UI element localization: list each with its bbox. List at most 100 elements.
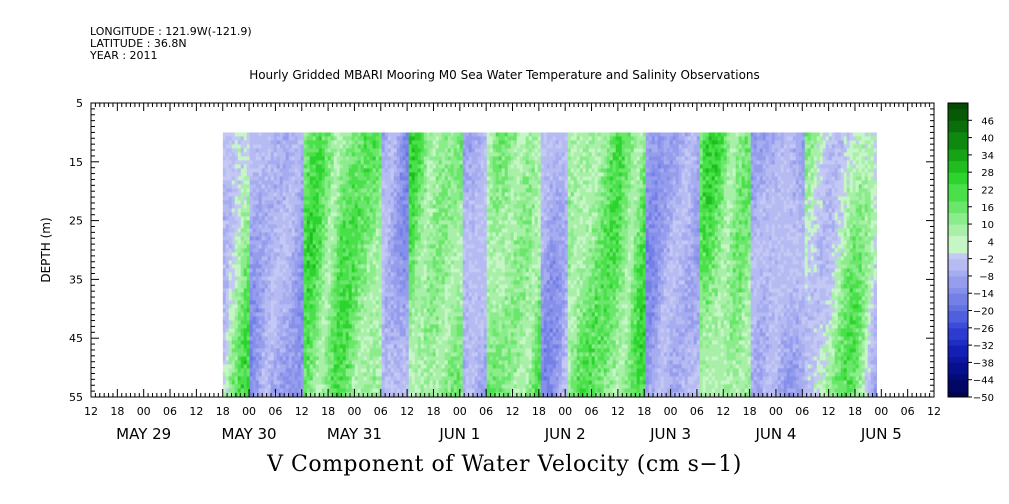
colorbar-bin xyxy=(948,212,968,219)
x-hour-label: 12 xyxy=(927,405,941,418)
colorbar-bin xyxy=(948,126,968,133)
colorbar-bin xyxy=(948,218,968,225)
colorbar-bin xyxy=(948,293,968,300)
x-hour-label: 00 xyxy=(137,405,151,418)
colorbar-bin xyxy=(948,356,968,363)
colorbar-bin xyxy=(948,189,968,196)
x-hour-label: 12 xyxy=(822,405,836,418)
colorbar-bin xyxy=(948,385,968,392)
x-hour-label: 00 xyxy=(874,405,888,418)
x-hour-label: 06 xyxy=(795,405,809,418)
colorbar-bin xyxy=(948,224,968,231)
colorbar-bin xyxy=(948,166,968,173)
colorbar-bin xyxy=(948,287,968,294)
colorbar-bin xyxy=(948,131,968,139)
x-hour-label: 00 xyxy=(242,405,256,418)
colorbar-label: 4 xyxy=(988,237,994,248)
x-hour-label: 12 xyxy=(295,405,309,418)
x-hour-label: 00 xyxy=(347,405,361,418)
x-day-label: MAY 30 xyxy=(222,425,277,443)
chart-title: Hourly Gridded MBARI Mooring M0 Sea Wate… xyxy=(249,68,760,82)
colorbar-bin xyxy=(948,172,968,179)
colorbar-label: −2 xyxy=(979,255,994,266)
x-hour-label: 06 xyxy=(479,405,493,418)
x-hour-label: 12 xyxy=(506,405,520,418)
longitude-label: LONGITUDE : 121.9W(-121.9) xyxy=(90,25,252,38)
y-tick-label: 25 xyxy=(69,215,83,228)
colorbar-bin xyxy=(948,247,968,254)
x-day-label: JUN 2 xyxy=(544,425,586,443)
colorbar-label: 46 xyxy=(981,116,994,127)
colorbar-bin xyxy=(948,264,968,271)
x-hour-label: 12 xyxy=(716,405,730,418)
colorbar-label: 16 xyxy=(981,203,994,214)
colorbar-label: 10 xyxy=(981,220,994,231)
x-hour-label: 06 xyxy=(374,405,388,418)
colorbar-bin xyxy=(948,281,968,288)
x-hour-label: 12 xyxy=(400,405,414,418)
x-hour-label: 18 xyxy=(426,405,440,418)
y-tick-label: 35 xyxy=(69,273,83,286)
velocity-field xyxy=(222,132,877,397)
x-day-label: JUN 3 xyxy=(649,425,691,443)
x-hour-label: 18 xyxy=(532,405,546,418)
y-tick-label: 55 xyxy=(69,391,83,404)
x-hour-label: 12 xyxy=(84,405,98,418)
x-day-label: MAY 31 xyxy=(327,425,382,443)
colorbar-label: −44 xyxy=(973,376,994,387)
colorbar-bin xyxy=(948,275,968,283)
colorbar-label: 34 xyxy=(981,151,994,162)
y-tick-label: 15 xyxy=(69,156,83,169)
colorbar-bin xyxy=(948,350,968,358)
colorbar-bin xyxy=(948,327,968,335)
x-hour-label: 00 xyxy=(769,405,783,418)
x-hour-label: 18 xyxy=(848,405,862,418)
year-label: YEAR : 2011 xyxy=(90,49,158,62)
colorbar-bin xyxy=(948,241,968,248)
x-hour-label: 12 xyxy=(611,405,625,418)
y-tick-label: 5 xyxy=(76,97,83,110)
x-hour-label: 18 xyxy=(743,405,757,418)
colorbar-bin xyxy=(948,333,968,340)
colorbar-bin xyxy=(948,183,968,190)
colorbar-bin xyxy=(948,391,968,398)
variable-title: V Component of Water Velocity (cm s−1) xyxy=(267,452,742,477)
x-hour-label: 00 xyxy=(453,405,467,418)
x-day-label: MAY 29 xyxy=(116,425,171,443)
colorbar-bin xyxy=(948,149,968,156)
colorbar: 46 40 34 28 22 16 10 4 −2 −8 −14 −20 −26 −32 −38 −44 −50 xyxy=(947,102,994,404)
x-hour-label: 12 xyxy=(189,405,203,418)
colorbar-bin xyxy=(948,316,968,323)
colorbar-label: −32 xyxy=(973,341,994,352)
colorbar-label: −26 xyxy=(973,324,994,335)
colorbar-bin xyxy=(948,368,968,375)
colorbar-bin xyxy=(948,373,968,381)
colorbar-bin xyxy=(948,206,968,214)
colorbar-label: −14 xyxy=(973,289,994,300)
x-hour-label: 18 xyxy=(216,405,230,418)
colorbar-bin xyxy=(948,103,968,110)
colorbar-bin xyxy=(948,258,968,265)
colorbar-bin xyxy=(948,137,968,144)
colorbar-label: 28 xyxy=(981,168,994,179)
x-hour-label: 00 xyxy=(558,405,572,418)
colorbar-bin xyxy=(948,143,968,150)
colorbar-bin xyxy=(948,310,968,317)
latitude-label: LATITUDE : 36.8N xyxy=(90,37,187,50)
colorbar-bin xyxy=(948,229,968,237)
colorbar-frame xyxy=(947,102,969,398)
colorbar-bin xyxy=(948,345,968,352)
x-hour-label: 00 xyxy=(664,405,678,418)
colorbar-bin xyxy=(948,108,968,116)
x-hour-label: 18 xyxy=(110,405,124,418)
x-hour-label: 18 xyxy=(637,405,651,418)
colorbar-bin xyxy=(948,362,968,369)
colorbar-label: 22 xyxy=(981,185,994,196)
x-hour-label: 06 xyxy=(690,405,704,418)
x-day-label: JUN 1 xyxy=(438,425,480,443)
colorbar-bin xyxy=(948,195,968,202)
colorbar-label: −8 xyxy=(979,272,994,283)
colorbar-bin xyxy=(948,322,968,329)
x-hour-label: 06 xyxy=(268,405,282,418)
